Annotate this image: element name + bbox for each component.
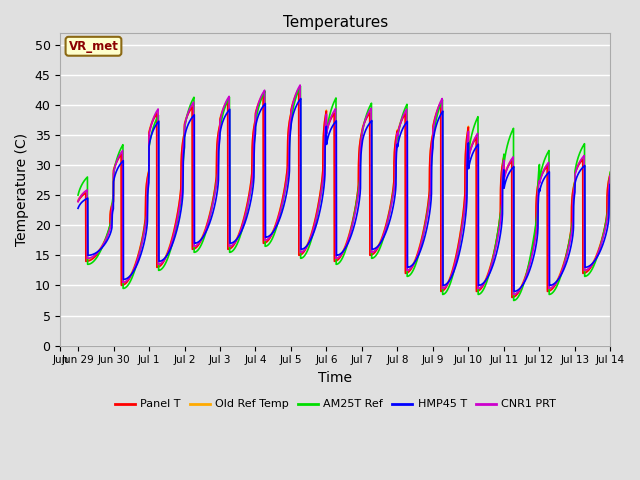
Line: Old Ref Temp: Old Ref Temp: [78, 88, 640, 296]
HMP45 T: [510, 288, 518, 294]
Panel T: [191, 246, 198, 252]
Panel T: [485, 269, 493, 275]
Old Ref Temp: [74, 197, 82, 203]
HMP45 T: [191, 112, 198, 118]
Old Ref Temp: [191, 244, 198, 250]
Line: AM25T Ref: AM25T Ref: [78, 86, 640, 300]
Panel T: [636, 233, 640, 239]
Line: HMP45 T: HMP45 T: [78, 98, 640, 291]
CNR1 PRT: [485, 270, 493, 276]
CNR1 PRT: [556, 274, 563, 280]
X-axis label: Time: Time: [318, 371, 353, 385]
AM25T Ref: [435, 107, 443, 112]
Panel T: [556, 274, 563, 279]
Legend: Panel T, Old Ref Temp, AM25T Ref, HMP45 T, CNR1 PRT: Panel T, Old Ref Temp, AM25T Ref, HMP45 …: [110, 395, 561, 414]
HMP45 T: [74, 205, 82, 211]
Old Ref Temp: [522, 273, 529, 279]
Old Ref Temp: [508, 293, 516, 299]
Panel T: [435, 104, 443, 110]
AM25T Ref: [522, 275, 529, 281]
Y-axis label: Temperature (C): Temperature (C): [15, 132, 29, 246]
AM25T Ref: [556, 277, 563, 283]
Line: CNR1 PRT: CNR1 PRT: [78, 85, 640, 294]
Panel T: [522, 275, 529, 280]
Old Ref Temp: [556, 272, 563, 278]
HMP45 T: [522, 277, 529, 283]
CNR1 PRT: [636, 236, 640, 241]
Panel T: [295, 87, 303, 93]
Title: Temperatures: Temperatures: [283, 15, 388, 30]
Old Ref Temp: [295, 85, 303, 91]
HMP45 T: [636, 243, 640, 249]
CNR1 PRT: [191, 243, 198, 249]
Old Ref Temp: [435, 103, 443, 108]
AM25T Ref: [510, 298, 518, 303]
AM25T Ref: [485, 272, 493, 277]
Text: VR_met: VR_met: [68, 40, 118, 53]
Old Ref Temp: [636, 232, 640, 238]
HMP45 T: [435, 115, 443, 121]
HMP45 T: [556, 275, 563, 281]
Old Ref Temp: [485, 267, 493, 273]
Panel T: [74, 199, 82, 204]
AM25T Ref: [296, 84, 304, 89]
CNR1 PRT: [509, 291, 517, 297]
CNR1 PRT: [74, 199, 82, 204]
Line: Panel T: Panel T: [78, 90, 640, 298]
AM25T Ref: [636, 230, 640, 236]
HMP45 T: [485, 272, 493, 278]
AM25T Ref: [74, 192, 82, 198]
HMP45 T: [297, 96, 305, 101]
CNR1 PRT: [522, 275, 529, 281]
Panel T: [508, 295, 516, 300]
CNR1 PRT: [435, 103, 443, 108]
CNR1 PRT: [296, 82, 304, 88]
AM25T Ref: [191, 250, 198, 255]
